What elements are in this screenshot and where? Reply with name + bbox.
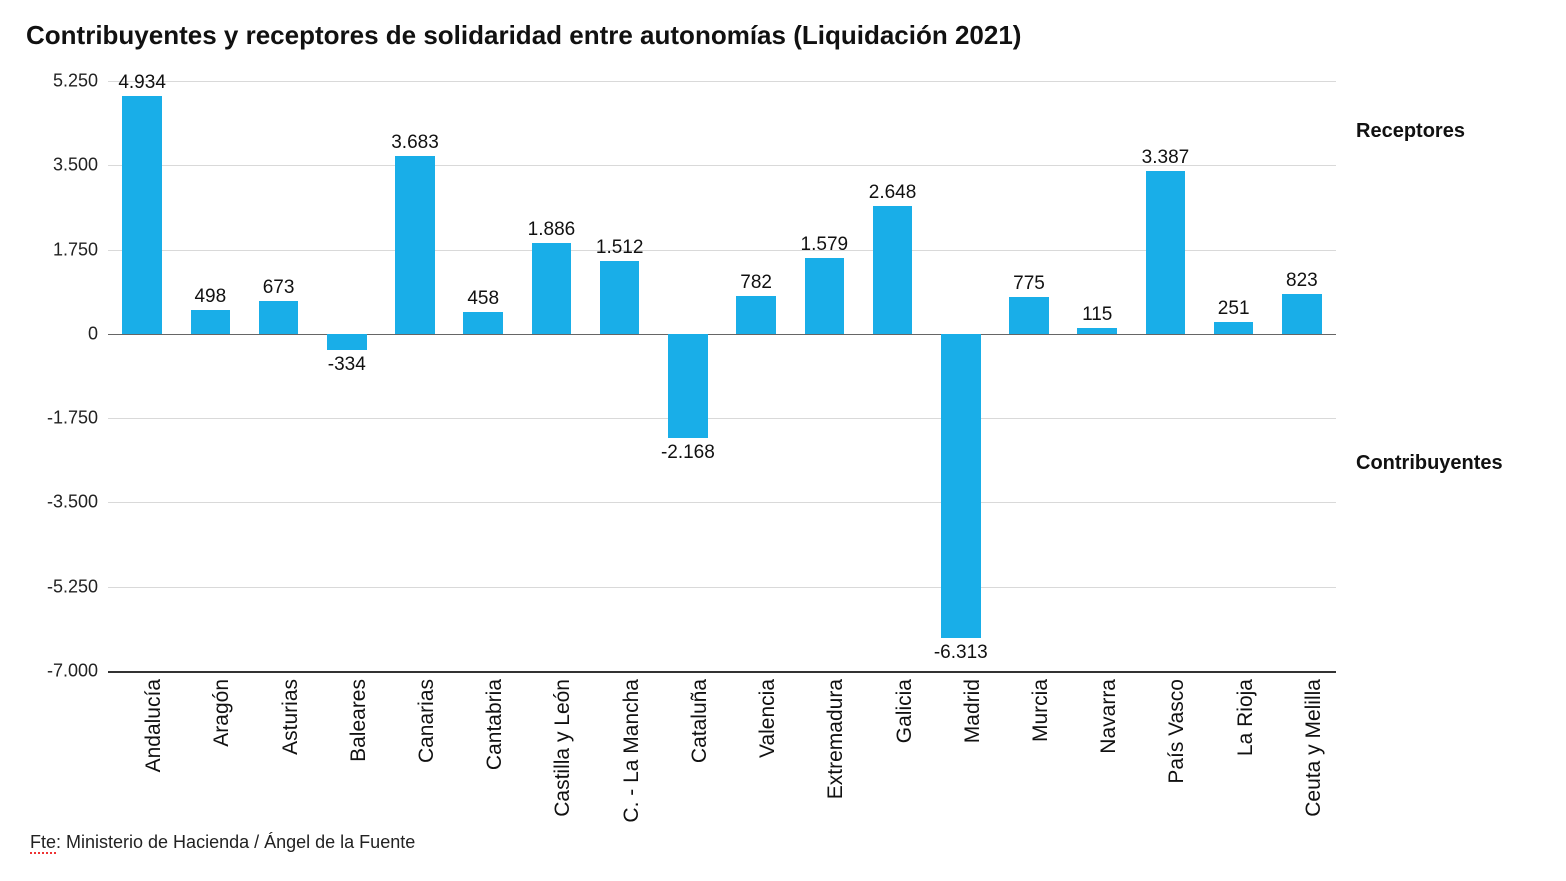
bar bbox=[873, 206, 913, 334]
bar bbox=[327, 334, 367, 350]
bar bbox=[1282, 294, 1322, 334]
bar bbox=[532, 243, 572, 334]
y-tick-label: 0 bbox=[88, 323, 108, 344]
x-tick-label: Extremadura bbox=[824, 679, 848, 799]
bar-value-label: 2.648 bbox=[869, 182, 917, 204]
x-tick-label: Murcia bbox=[1029, 679, 1053, 742]
source-prefix: Fte bbox=[30, 832, 56, 854]
x-tick-label: Andalucía bbox=[142, 679, 166, 772]
bar-value-label: 3.683 bbox=[391, 132, 439, 154]
bar bbox=[1214, 322, 1254, 334]
annotation-contribuyentes: Contribuyentes bbox=[1356, 452, 1503, 475]
chart-title: Contribuyentes y receptores de solidarid… bbox=[26, 20, 1546, 51]
bar-value-label: -334 bbox=[328, 354, 366, 376]
bar-value-label: 673 bbox=[263, 277, 295, 299]
bar bbox=[668, 334, 708, 438]
x-tick-label: Navarra bbox=[1097, 679, 1121, 754]
bar-value-label: 1.579 bbox=[801, 234, 849, 256]
x-tick-label: Cantabria bbox=[483, 679, 507, 770]
x-tick-label: Ceuta y Melilla bbox=[1302, 679, 1326, 817]
gridline bbox=[108, 671, 1336, 673]
bar bbox=[463, 312, 503, 334]
bar-value-label: 782 bbox=[740, 272, 772, 294]
x-tick-label: Castilla y León bbox=[551, 679, 575, 817]
x-tick-label: País Vasco bbox=[1165, 679, 1189, 784]
x-tick-label: Asturias bbox=[279, 679, 303, 755]
bar bbox=[395, 156, 435, 333]
bar-value-label: 775 bbox=[1013, 273, 1045, 295]
y-tick-label: -5.250 bbox=[47, 576, 108, 597]
x-tick-label: Aragón bbox=[210, 679, 234, 747]
x-tick-label: Valencia bbox=[756, 679, 780, 758]
x-tick-label: Galicia bbox=[893, 679, 917, 743]
x-tick-label: Baleares bbox=[347, 679, 371, 762]
x-tick-label: C. - La Mancha bbox=[620, 679, 644, 823]
bar-value-label: 1.512 bbox=[596, 237, 644, 259]
bar bbox=[805, 258, 845, 334]
bar bbox=[941, 334, 981, 638]
bar bbox=[122, 96, 162, 334]
bar bbox=[600, 261, 640, 334]
bar bbox=[259, 301, 299, 333]
bar bbox=[1009, 297, 1049, 334]
bar-value-label: 498 bbox=[194, 286, 226, 308]
chart: -7.000 -5.250 -3.500 -1.750 0 1.750 3.500 5.250… bbox=[20, 61, 1546, 861]
bar bbox=[1077, 328, 1117, 334]
bar bbox=[191, 310, 231, 334]
bar-value-label: 823 bbox=[1286, 270, 1318, 292]
y-tick-label: 1.750 bbox=[53, 239, 108, 260]
x-tick-label: Madrid bbox=[961, 679, 985, 743]
bar-value-label: 3.387 bbox=[1142, 147, 1190, 169]
source-note: Fte: Ministerio de Hacienda / Ángel de l… bbox=[30, 832, 415, 853]
bar-value-label: 4.934 bbox=[118, 72, 166, 94]
y-tick-label: 5.250 bbox=[53, 71, 108, 92]
x-tick-label: Cataluña bbox=[688, 679, 712, 763]
bar-value-label: 251 bbox=[1218, 298, 1250, 320]
annotation-receptores: Receptores bbox=[1356, 120, 1465, 143]
bar-value-label: -6.313 bbox=[934, 642, 988, 664]
y-tick-label: -1.750 bbox=[47, 408, 108, 429]
x-tick-label: La Rioja bbox=[1234, 679, 1258, 756]
y-tick-label: 3.500 bbox=[53, 155, 108, 176]
y-tick-label: -7.000 bbox=[47, 661, 108, 682]
bar bbox=[1146, 171, 1186, 334]
bar-value-label: 115 bbox=[1082, 304, 1112, 326]
bar-value-label: -2.168 bbox=[661, 442, 715, 464]
bar-value-label: 458 bbox=[467, 288, 499, 310]
bar bbox=[736, 296, 776, 334]
x-tick-label: Canarias bbox=[415, 679, 439, 763]
y-tick-label: -3.500 bbox=[47, 492, 108, 513]
bar-value-label: 1.886 bbox=[528, 219, 576, 241]
plot-area: -7.000-5.250-3.500-1.75001.7503.5005.250… bbox=[108, 81, 1336, 671]
source-rest: : Ministerio de Hacienda / Ángel de la F… bbox=[56, 832, 415, 852]
